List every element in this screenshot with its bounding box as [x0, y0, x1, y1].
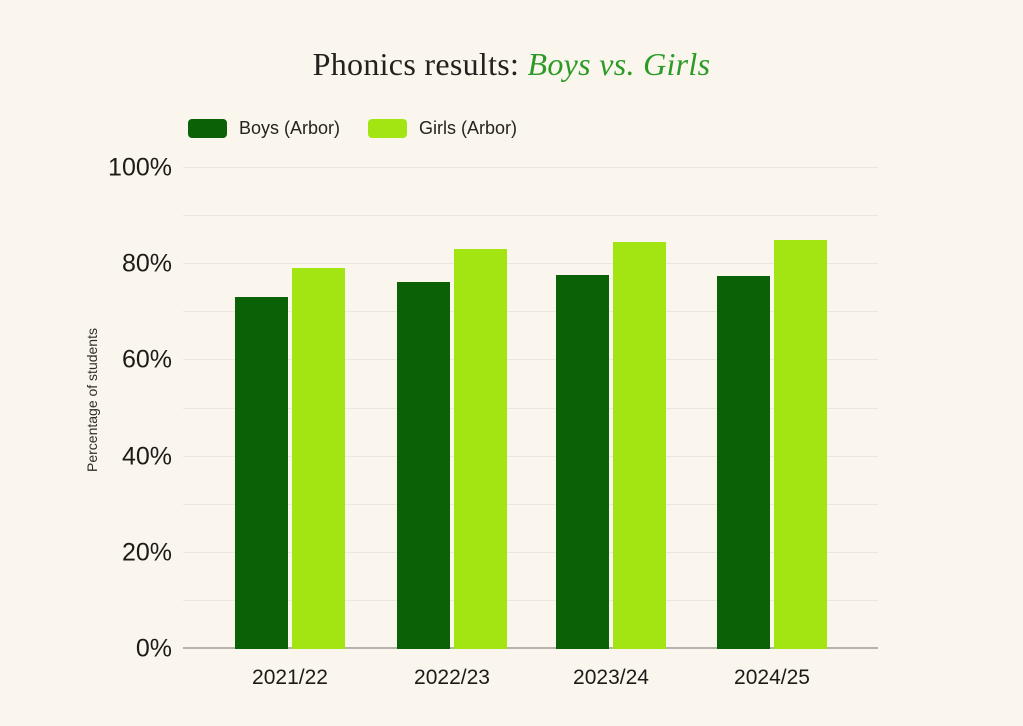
- y-tick-label-60: 60%: [121, 345, 172, 374]
- bar-group-2023/24: [556, 168, 666, 649]
- y-tick-label-80: 80%: [121, 249, 172, 278]
- bar-group-2022/23: [397, 168, 507, 649]
- legend-swatch-icon: [368, 119, 408, 138]
- bar-boys-2021/22: [235, 296, 288, 649]
- legend-label: Girls (Arbor): [419, 118, 518, 138]
- bar-girls-2022/23: [454, 248, 507, 649]
- bar-boys-2024/25: [717, 276, 770, 649]
- plot-area: 0% 20% 40% 60% 80% 100% 2021/22 2022/23 2023/24 2…: [108, 155, 878, 689]
- y-tick-label-40: 40%: [121, 442, 172, 471]
- gridline-20: [183, 551, 878, 553]
- x-tick-label-2022/23: 2022/23: [414, 666, 490, 689]
- legend: Boys (Arbor) Girls (Arbor): [188, 118, 517, 139]
- y-axis-title: Percentage of students: [84, 328, 100, 472]
- gridline-50: [183, 407, 878, 409]
- bar-boys-2022/23: [397, 281, 450, 649]
- bar-girls-2021/22: [292, 267, 345, 649]
- gridline-70: [183, 311, 878, 313]
- chart-title-emphasis: Boys vs. Girls: [527, 46, 711, 82]
- bar-boys-2023/24: [556, 274, 609, 649]
- x-tick-label-2021/22: 2021/22: [252, 666, 328, 689]
- chart-title: Phonics results: Boys vs. Girls: [0, 46, 1023, 83]
- gridline-10: [183, 599, 878, 601]
- legend-label: Boys (Arbor): [239, 118, 341, 138]
- chart-title-prefix: Phonics results:: [312, 46, 528, 82]
- gridline-80: [183, 263, 878, 265]
- y-tick-label-20: 20%: [121, 538, 172, 567]
- bar-group-2021/22: [235, 168, 345, 649]
- legend-swatch-icon: [188, 119, 227, 138]
- bar-group-2024/25: [717, 168, 827, 649]
- x-tick-label-2024/25: 2024/25: [734, 666, 810, 689]
- gridline-90: [183, 215, 878, 217]
- gridline-40: [183, 455, 878, 457]
- x-tick-label-2023/24: 2023/24: [573, 666, 649, 689]
- gridline-60: [183, 359, 878, 361]
- gridline-30: [183, 503, 878, 505]
- legend-item-girls: Girls (Arbor): [368, 118, 517, 139]
- x-axis-line: [183, 647, 878, 649]
- bar-girls-2023/24: [613, 242, 666, 649]
- y-tick-label-100: 100%: [108, 153, 172, 182]
- legend-item-boys: Boys (Arbor): [188, 118, 340, 139]
- gridline-100: [183, 167, 878, 168]
- y-tick-label-0: 0%: [135, 634, 172, 663]
- bar-girls-2024/25: [774, 240, 827, 649]
